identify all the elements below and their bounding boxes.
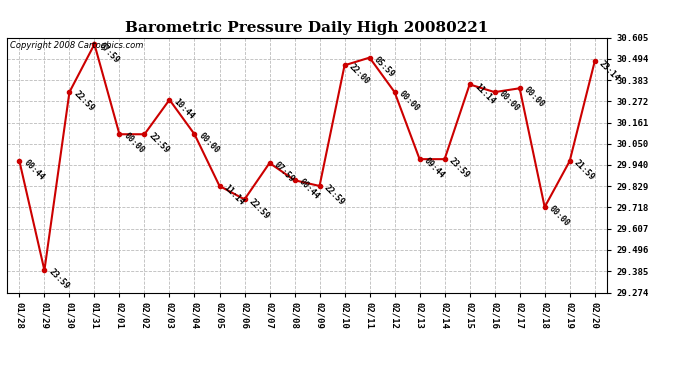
Text: 22:59: 22:59	[147, 132, 171, 156]
Text: 10:44: 10:44	[172, 97, 196, 121]
Text: 00:00: 00:00	[547, 204, 571, 228]
Text: 00:00: 00:00	[397, 89, 422, 113]
Text: 09:44: 09:44	[422, 156, 446, 180]
Text: 22:59: 22:59	[72, 89, 96, 113]
Text: 00:00: 00:00	[497, 89, 522, 113]
Text: Copyright 2008 Cartogbics.com: Copyright 2008 Cartogbics.com	[10, 41, 144, 50]
Text: 22:59: 22:59	[247, 196, 271, 220]
Text: 07:59: 07:59	[97, 41, 121, 66]
Text: 11:14: 11:14	[222, 183, 246, 207]
Text: 23:14: 23:14	[598, 58, 622, 83]
Text: 22:00: 22:00	[347, 63, 371, 87]
Text: 07:59: 07:59	[273, 160, 296, 184]
Text: 00:44: 00:44	[22, 158, 46, 182]
Text: 23:59: 23:59	[447, 156, 471, 180]
Text: 00:00: 00:00	[122, 132, 146, 156]
Text: 05:59: 05:59	[373, 55, 396, 79]
Text: 00:00: 00:00	[197, 132, 221, 156]
Text: 23:59: 23:59	[47, 267, 71, 291]
Text: 00:44: 00:44	[297, 177, 322, 201]
Text: 22:59: 22:59	[322, 183, 346, 207]
Text: 21:59: 21:59	[573, 158, 596, 182]
Text: 11:14: 11:14	[473, 82, 496, 106]
Text: 00:00: 00:00	[522, 86, 546, 109]
Title: Barometric Pressure Daily High 20080221: Barometric Pressure Daily High 20080221	[126, 21, 489, 35]
